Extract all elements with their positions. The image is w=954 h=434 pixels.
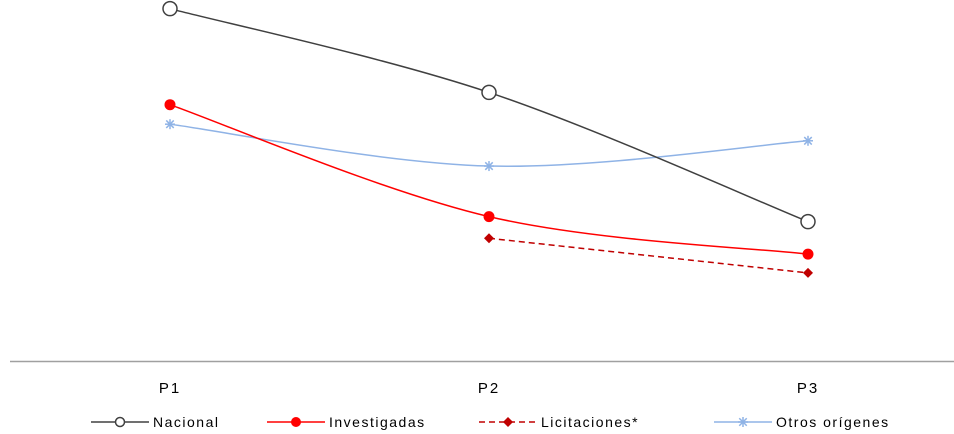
data-point-otros-origenes xyxy=(803,135,813,146)
data-point-nacional xyxy=(481,84,497,101)
x-tick-label: P3 xyxy=(797,380,819,397)
data-point-investigadas xyxy=(802,248,814,260)
series-line-otros-origenes xyxy=(169,123,809,168)
legend-item-investigadas: Investigadas xyxy=(267,414,426,430)
legend-marker xyxy=(114,416,126,428)
legend-item-otros-origenes: Otros orígenes xyxy=(714,414,890,430)
legend-marker xyxy=(503,417,513,427)
data-point-nacional xyxy=(162,0,178,17)
x-tick-labels: P1 P2 P3 xyxy=(159,380,819,397)
x-tick-label: P2 xyxy=(478,380,500,397)
legend-marker xyxy=(738,417,748,427)
data-point-licitaciones xyxy=(484,233,494,244)
legend: Nacional Investigadas Licitaciones* Otros o… xyxy=(91,414,890,430)
series-line-licitaciones xyxy=(488,237,809,274)
data-point-investigadas xyxy=(164,99,176,111)
legend-label: Investigadas xyxy=(329,414,426,430)
series-line-investigadas xyxy=(169,103,809,255)
data-point-licitaciones xyxy=(803,267,813,278)
series-line-nacional xyxy=(169,7,809,223)
legend-marker xyxy=(291,417,301,427)
legend-label: Otros orígenes xyxy=(776,414,890,430)
data-point-investigadas xyxy=(483,211,495,223)
legend-item-licitaciones: Licitaciones* xyxy=(479,414,639,430)
x-tick-label: P1 xyxy=(159,380,181,397)
legend-item-nacional: Nacional xyxy=(91,414,219,430)
legend-label: Nacional xyxy=(153,414,219,430)
legend-label: Licitaciones* xyxy=(541,414,639,430)
data-point-otros-origenes xyxy=(165,119,175,130)
data-point-otros-origenes xyxy=(484,161,494,172)
series-markers xyxy=(162,0,816,278)
data-point-nacional xyxy=(800,213,816,230)
